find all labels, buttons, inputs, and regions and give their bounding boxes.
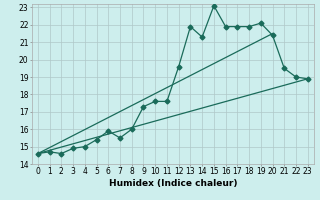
X-axis label: Humidex (Indice chaleur): Humidex (Indice chaleur) [108, 179, 237, 188]
